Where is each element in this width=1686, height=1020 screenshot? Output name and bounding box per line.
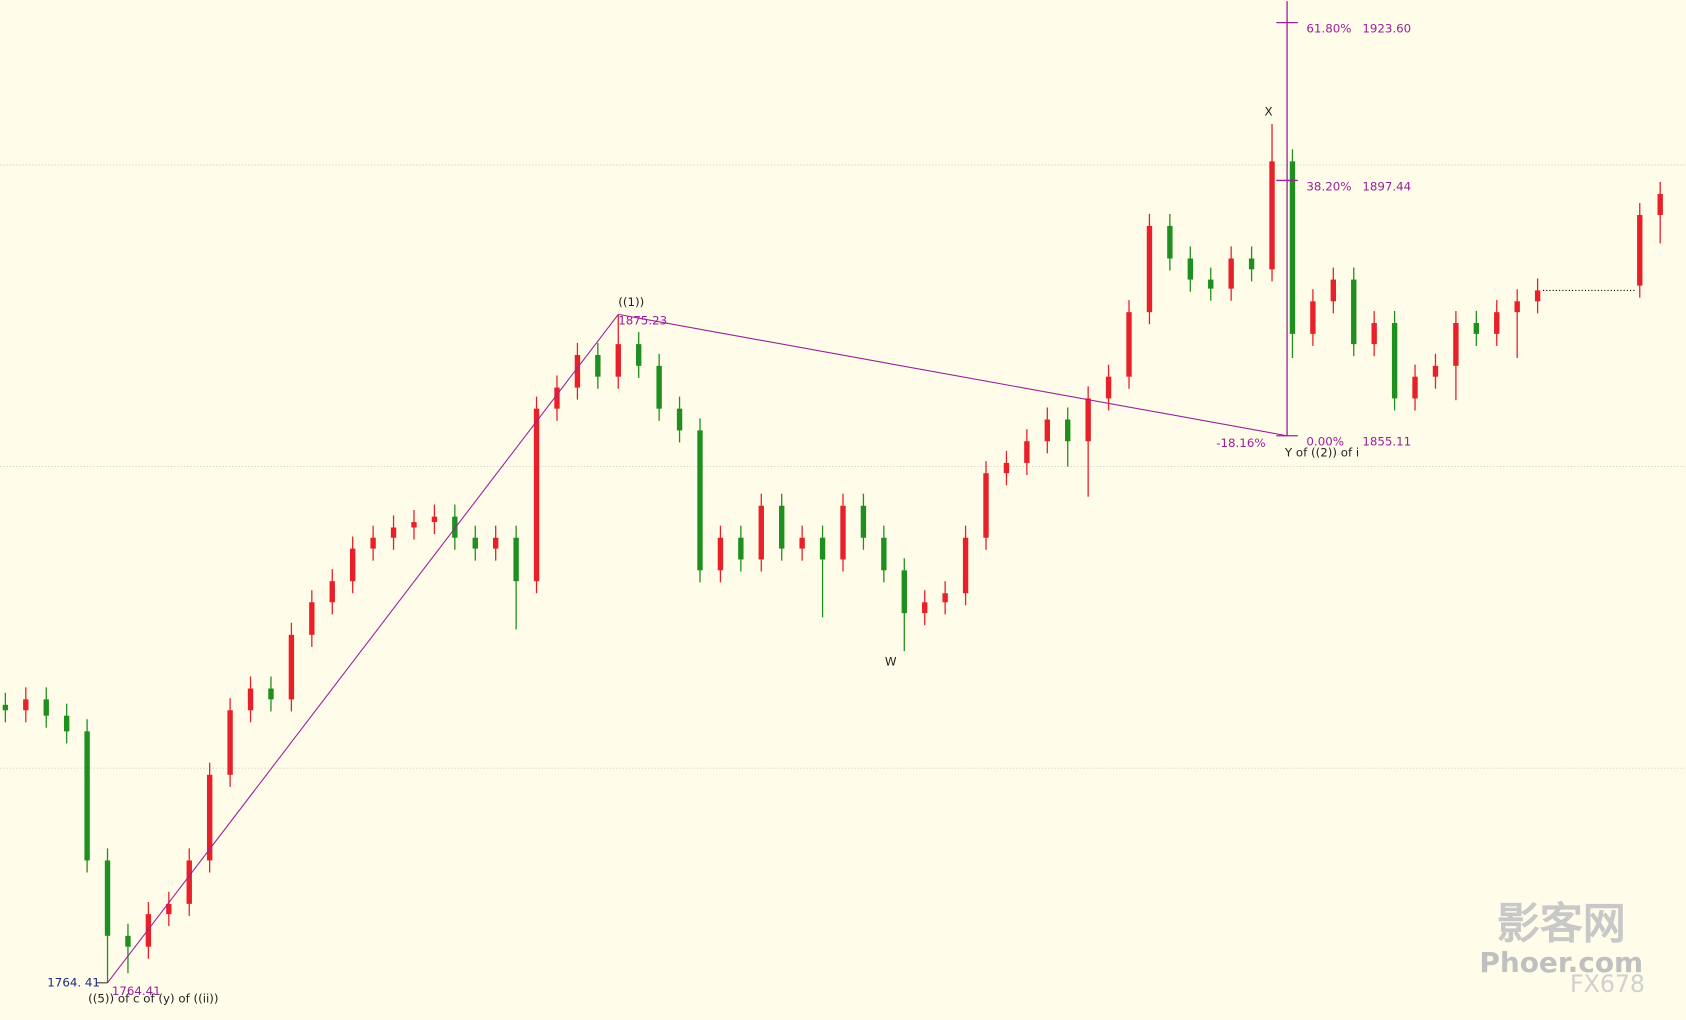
candle-body bbox=[1187, 258, 1193, 280]
candle-body bbox=[860, 505, 867, 538]
candle-body bbox=[1146, 225, 1153, 313]
candle-body bbox=[288, 634, 295, 700]
watermark: Phoer.com bbox=[1479, 946, 1643, 979]
candle-body bbox=[1289, 161, 1296, 334]
candle-body bbox=[411, 522, 417, 528]
candle-body bbox=[1432, 365, 1439, 377]
fib-price: 1923.60 bbox=[1362, 22, 1411, 36]
candle-body bbox=[247, 688, 254, 711]
candle-body bbox=[574, 354, 581, 388]
candle-body bbox=[697, 430, 703, 571]
candle-body bbox=[1637, 215, 1643, 286]
candle-body bbox=[1167, 225, 1173, 259]
candle-body bbox=[1208, 279, 1214, 289]
candle-body bbox=[1044, 419, 1050, 442]
candle-body bbox=[1473, 323, 1480, 334]
candle-body bbox=[1105, 376, 1112, 399]
candle-body bbox=[1657, 193, 1663, 216]
candle-body bbox=[104, 860, 111, 936]
candle-body bbox=[942, 593, 948, 603]
candle-body bbox=[881, 537, 887, 571]
candle-body bbox=[676, 408, 683, 431]
candle-body bbox=[901, 570, 907, 614]
candle-body bbox=[43, 699, 49, 716]
candle-body bbox=[636, 344, 642, 366]
wave-label: W bbox=[885, 654, 897, 668]
candle-body bbox=[23, 699, 29, 711]
candle-body bbox=[1003, 462, 1010, 474]
candle-body bbox=[922, 602, 928, 614]
candle-body bbox=[1085, 398, 1091, 442]
candle-body bbox=[1412, 376, 1418, 399]
candle-body bbox=[370, 537, 376, 549]
candle-body bbox=[1391, 323, 1398, 399]
axis-price-label: 1764. 41 bbox=[47, 975, 100, 989]
candle-body bbox=[63, 715, 70, 732]
candle-body bbox=[1534, 290, 1541, 302]
candle-body bbox=[268, 688, 274, 700]
candle-body bbox=[186, 860, 192, 904]
candle-body bbox=[840, 505, 846, 560]
candle-body bbox=[125, 935, 131, 947]
candle-body bbox=[1065, 419, 1071, 442]
candle-body bbox=[1310, 301, 1316, 334]
candle-body bbox=[1494, 312, 1500, 334]
candle-body bbox=[431, 516, 438, 523]
watermark: 影客网 bbox=[1497, 900, 1626, 950]
candle-body bbox=[227, 710, 233, 775]
candle-body bbox=[717, 537, 724, 571]
watermark: FX678 bbox=[1570, 970, 1645, 998]
candle-body bbox=[758, 505, 764, 560]
candle-body bbox=[595, 354, 601, 377]
candle-body bbox=[799, 537, 805, 549]
candle-body bbox=[1453, 323, 1459, 366]
trend-line bbox=[618, 313, 1288, 437]
candle-body bbox=[962, 537, 969, 594]
candle-body bbox=[1351, 279, 1357, 345]
candle-body bbox=[738, 537, 744, 560]
wave-price: 1875.23 bbox=[618, 313, 667, 327]
wave-label: Y of ((2)) of i bbox=[1284, 445, 1359, 459]
trend-line bbox=[107, 314, 619, 984]
candle-body bbox=[390, 527, 397, 538]
candle-body bbox=[1371, 323, 1377, 345]
candle-body bbox=[452, 516, 458, 538]
candle-body bbox=[145, 914, 152, 947]
candle-body bbox=[2, 704, 9, 711]
fib-price: 1897.44 bbox=[1362, 179, 1411, 193]
candle-body bbox=[493, 537, 499, 549]
fib-percent: 38.20% bbox=[1306, 179, 1351, 193]
candle-body bbox=[615, 344, 621, 377]
candle-body bbox=[84, 731, 90, 861]
candle-body bbox=[206, 774, 213, 861]
candle-body bbox=[983, 473, 989, 538]
candle-body bbox=[1330, 279, 1337, 302]
candle-body bbox=[1024, 441, 1030, 463]
candle-body bbox=[1126, 312, 1132, 377]
wave-label: X bbox=[1265, 105, 1273, 119]
candle-body bbox=[349, 548, 356, 582]
candle-body bbox=[819, 537, 826, 560]
candle-body bbox=[309, 602, 315, 635]
candle-body bbox=[513, 537, 519, 582]
candle-body bbox=[166, 903, 172, 915]
wave-label: ((1)) bbox=[618, 295, 644, 309]
candle-body bbox=[1248, 258, 1255, 270]
candle-body bbox=[779, 505, 785, 549]
candle-body bbox=[1269, 161, 1275, 270]
candle-body bbox=[533, 408, 540, 582]
fib-extension: -18.16% bbox=[1216, 436, 1265, 450]
fib-percent: 0.00% bbox=[1306, 435, 1344, 449]
candle-body bbox=[1228, 258, 1234, 289]
candle-body bbox=[329, 581, 335, 603]
candle-body bbox=[472, 537, 478, 549]
wave-price: 1764.41 bbox=[112, 984, 161, 998]
candle-body bbox=[554, 387, 560, 409]
wave-label: ((5)) of c of (y) of ((ii)) bbox=[88, 991, 218, 1005]
fib-percent: 61.80% bbox=[1306, 22, 1351, 36]
fib-price: 1855.11 bbox=[1362, 435, 1411, 449]
candle-body bbox=[656, 365, 662, 409]
candle-body bbox=[1514, 301, 1520, 313]
